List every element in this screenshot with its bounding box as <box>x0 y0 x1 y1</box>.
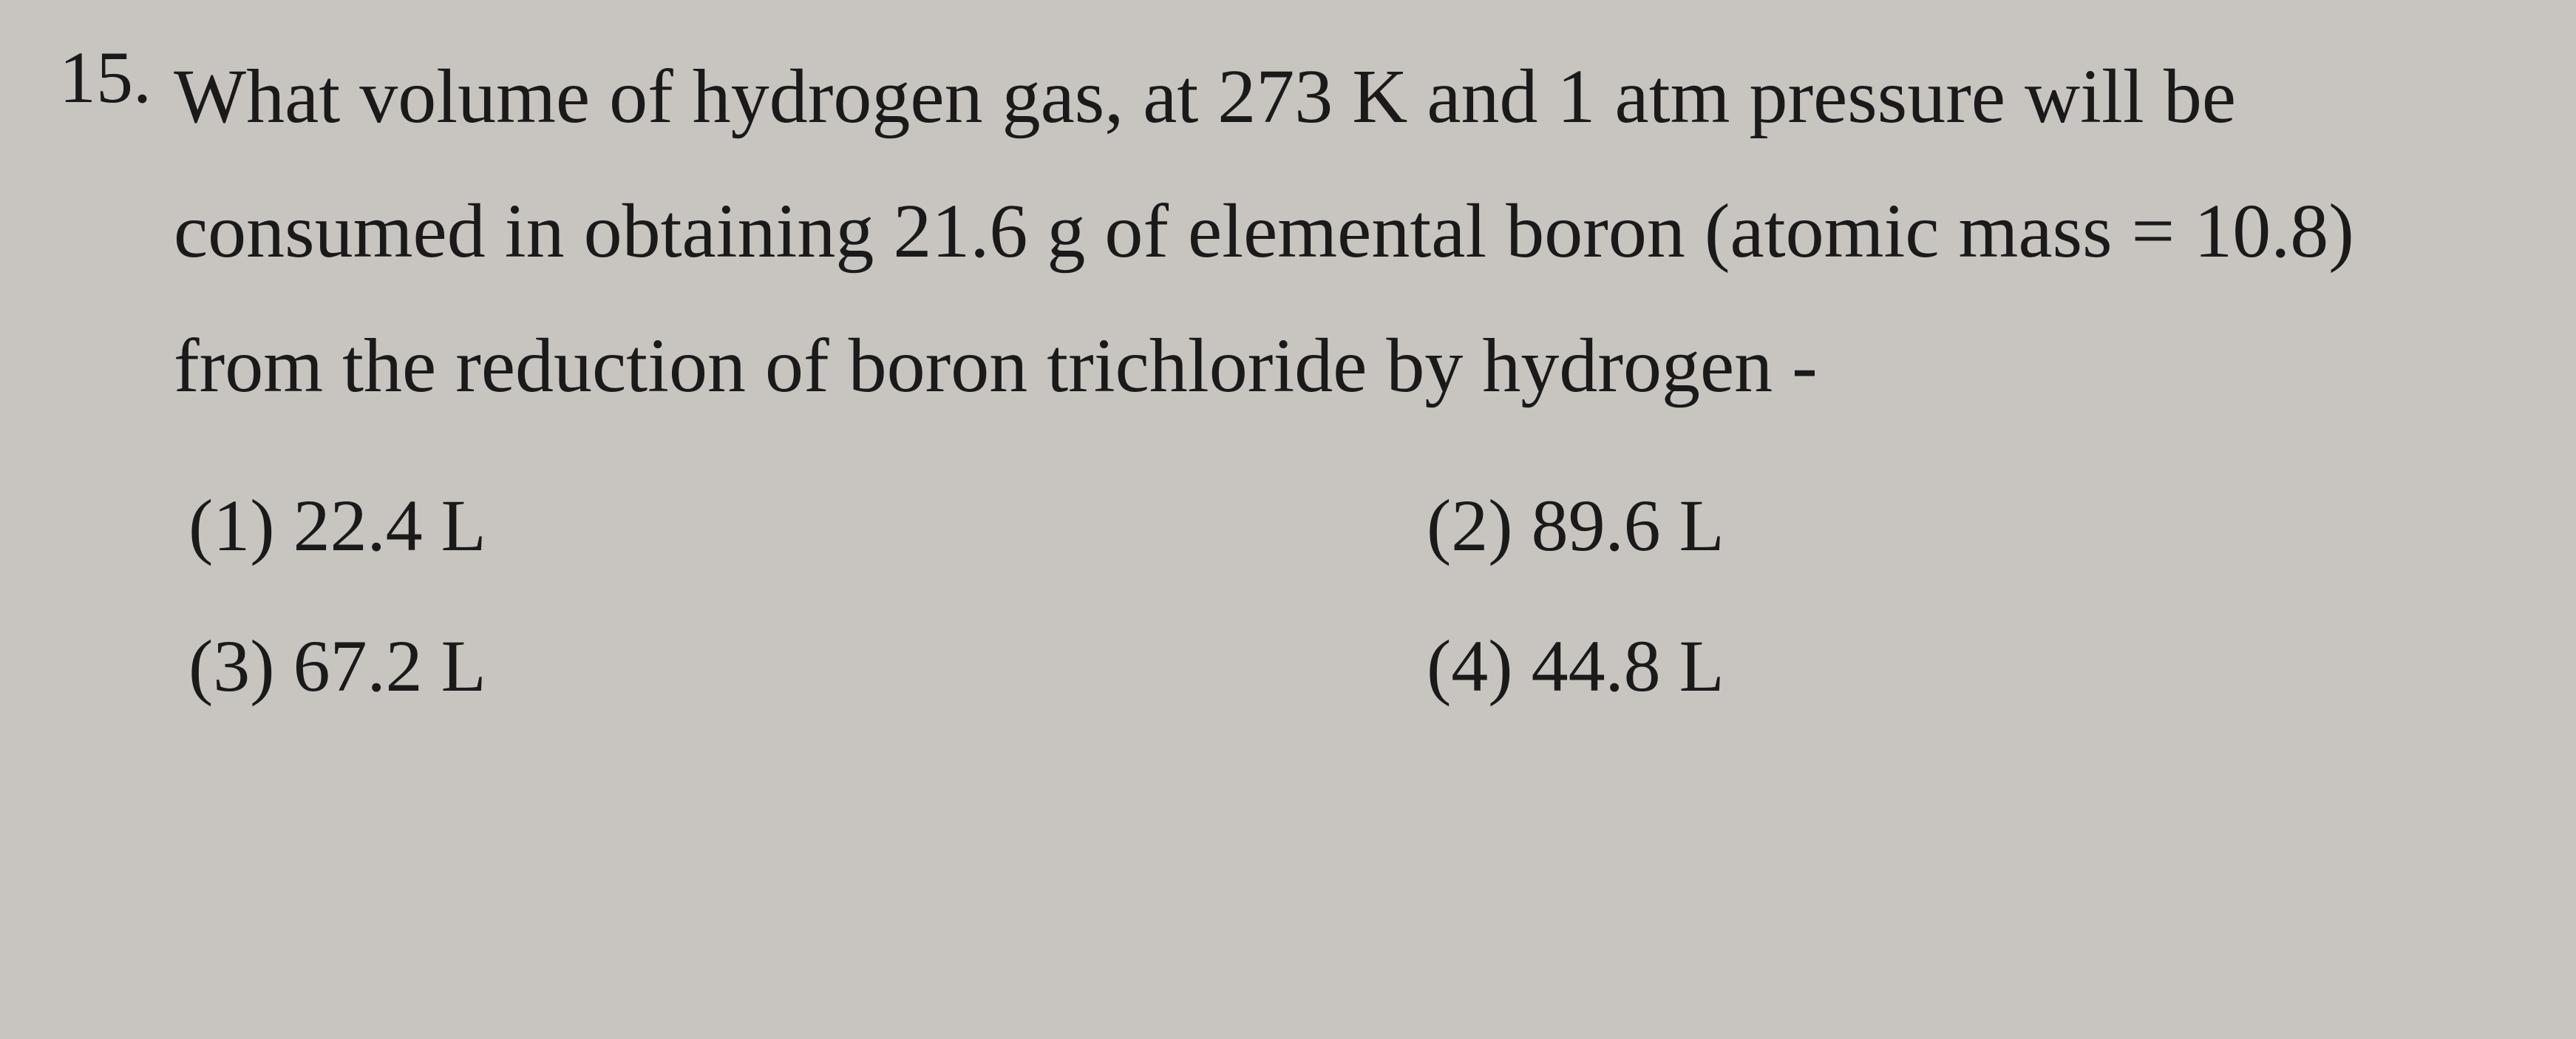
options-grid: (1) 22.4 L (2) 89.6 L (3) 67.2 L (4) 44.… <box>174 478 2517 714</box>
question-content: What volume of hydrogen gas, at 273 K an… <box>174 30 2517 714</box>
option-3: (3) 67.2 L <box>188 618 1279 714</box>
option-1: (1) 22.4 L <box>188 478 1279 574</box>
question-container: 15. What volume of hydrogen gas, at 273 … <box>59 30 2517 714</box>
question-text: What volume of hydrogen gas, at 273 K an… <box>174 30 2517 433</box>
option-4: (4) 44.8 L <box>1427 618 2517 714</box>
option-2: (2) 89.6 L <box>1427 478 2517 574</box>
question-number: 15. <box>59 30 152 126</box>
